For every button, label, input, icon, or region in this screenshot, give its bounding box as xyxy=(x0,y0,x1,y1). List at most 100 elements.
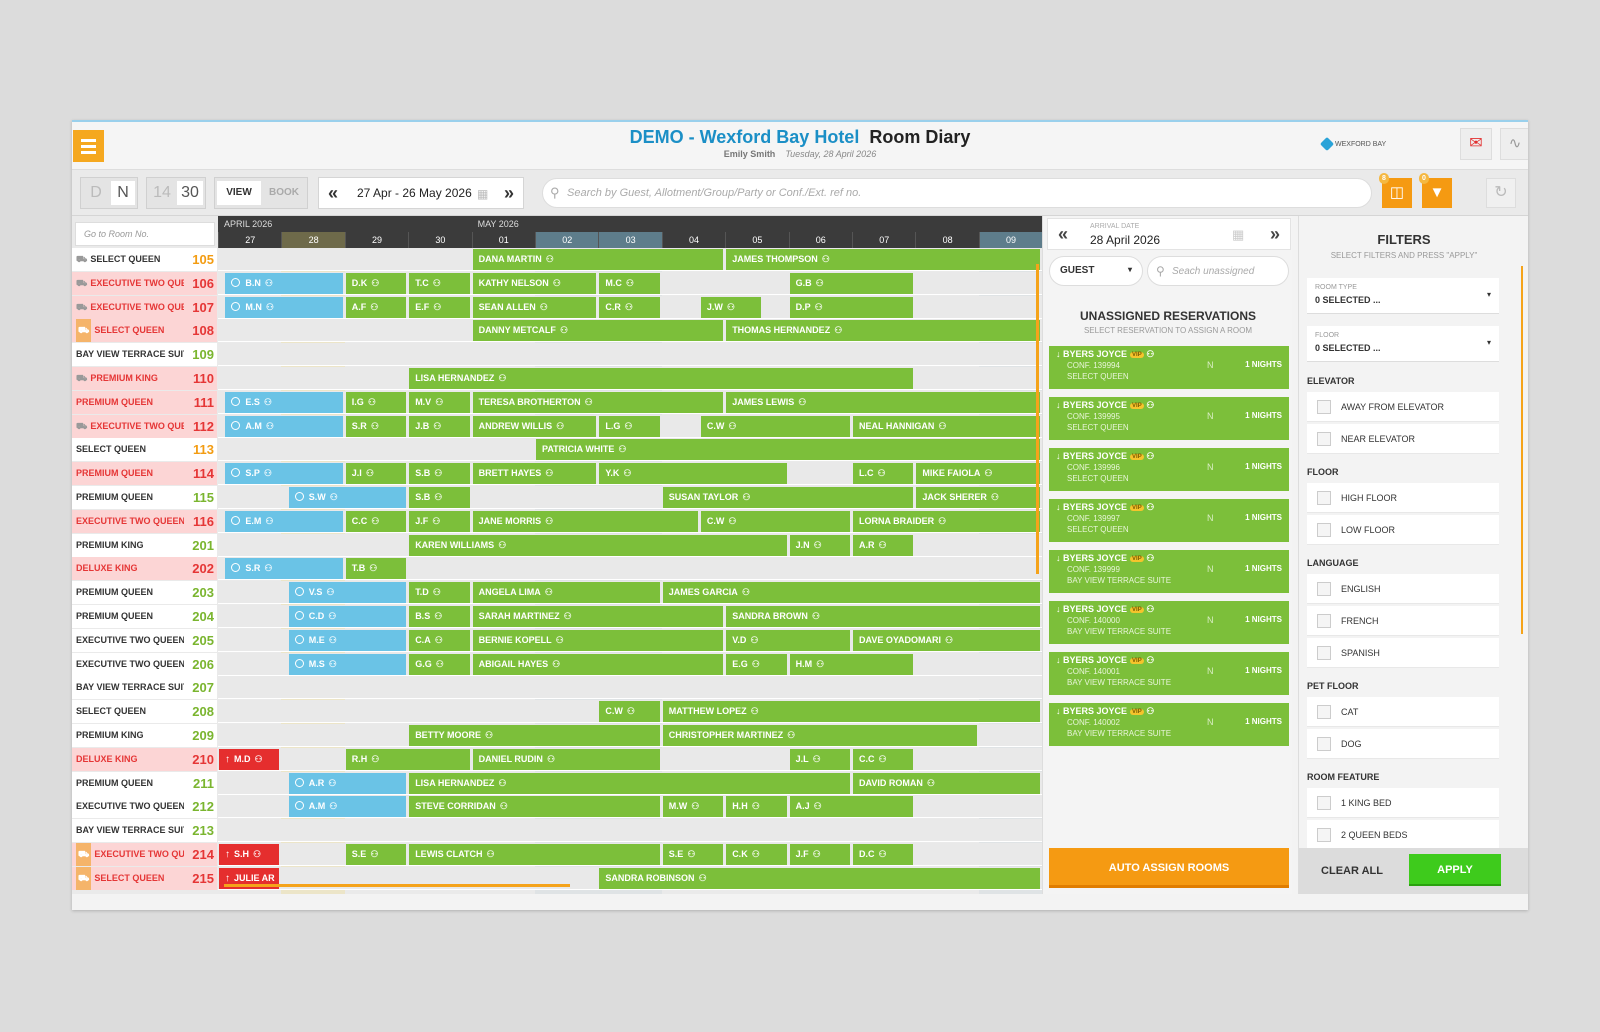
checkbox[interactable] xyxy=(1317,523,1331,537)
booking-bar[interactable]: S.E ⚇ xyxy=(662,844,724,865)
room-number[interactable]: 112 xyxy=(184,414,217,438)
booking-bar[interactable]: Y.K ⚇ xyxy=(599,463,787,485)
room-number[interactable]: 202 xyxy=(184,557,217,581)
unassigned-reservation-card[interactable]: ↓ BYERS JOYCE VIP ⚇ CONF. 139999 BAY VIEW T… xyxy=(1049,550,1289,593)
day-toggle[interactable]: D xyxy=(83,181,109,205)
checkbox[interactable] xyxy=(1317,432,1331,446)
day-header[interactable]: 08 xyxy=(915,232,978,248)
booking-bar[interactable]: BETTY MOORE ⚇ xyxy=(409,725,660,746)
room-number[interactable]: 213 xyxy=(184,819,217,843)
day-header[interactable]: 02 xyxy=(535,232,599,248)
booking-bar[interactable]: M.E ⚇ xyxy=(288,629,407,651)
filter-option[interactable]: SPANISH xyxy=(1307,638,1499,668)
booking-bar[interactable]: C.D ⚇ xyxy=(288,606,407,627)
room-number[interactable]: 204 xyxy=(184,605,217,628)
booking-bar[interactable]: B.S ⚇ xyxy=(409,606,470,627)
goto-room-input[interactable]: Go to Room No. xyxy=(75,222,215,246)
booking-bar[interactable]: E.G ⚇ xyxy=(726,653,787,675)
calendar-grid-icon[interactable]: ▦ xyxy=(1232,227,1245,242)
room-type[interactable]: SELECT QUEEN xyxy=(72,700,184,724)
booking-bar[interactable]: J.I ⚇ xyxy=(345,463,407,485)
day-header[interactable]: 28 xyxy=(281,232,345,248)
room-number[interactable]: 115 xyxy=(184,486,217,509)
room-type[interactable]: BAY VIEW TERRACE SUITE xyxy=(72,819,184,843)
room-number[interactable]: 107 xyxy=(184,295,217,319)
room-number[interactable]: 114 xyxy=(184,462,217,486)
booking-bar[interactable]: LEWIS CLATCH ⚇ xyxy=(409,844,660,865)
day-header[interactable]: 30 xyxy=(408,232,471,248)
booking-bar[interactable]: S.R ⚇ xyxy=(225,558,343,580)
booking-bar[interactable]: SUSAN TAYLOR ⚇ xyxy=(662,487,914,508)
booking-bar[interactable]: D.C ⚇ xyxy=(853,844,914,865)
chat-icon[interactable]: ✉ xyxy=(1460,128,1492,160)
booking-bar[interactable]: E.M ⚇ xyxy=(225,510,343,532)
day-header[interactable]: 03 xyxy=(598,232,662,248)
booking-bar[interactable]: S.E ⚇ xyxy=(345,844,407,865)
room-type[interactable]: PREMIUM KING xyxy=(72,533,184,557)
booking-bar[interactable]: JACK SHERER ⚇ xyxy=(916,487,1041,508)
booking-bar[interactable]: DANNY METCALF ⚇ xyxy=(472,320,724,342)
booking-bar[interactable]: STEVE CORRIDAN ⚇ xyxy=(409,796,660,818)
date-range-label[interactable]: 27 Apr - 26 May 2026 xyxy=(357,186,472,200)
view-button[interactable]: VIEW xyxy=(217,181,261,205)
booking-bar[interactable]: NEAL HANNIGAN ⚇ xyxy=(853,415,1041,437)
unassigned-reservation-card[interactable]: ↓ BYERS JOYCE VIP ⚇ CONF. 140000 BAY VIEW T… xyxy=(1049,601,1289,644)
filter-option[interactable]: ENGLISH xyxy=(1307,574,1499,604)
room-number[interactable]: 116 xyxy=(184,509,217,533)
booking-bar[interactable]: J.N ⚇ xyxy=(789,534,850,556)
floor-select[interactable]: FLOOR 0 SELECTED ... ▾ xyxy=(1307,326,1499,362)
day-header[interactable]: 27 xyxy=(218,232,281,248)
room-type-select[interactable]: ROOM TYPE 0 SELECTED ... ▾ xyxy=(1307,278,1499,314)
booking-bar[interactable]: DANA MARTIN ⚇ xyxy=(472,249,724,270)
booking-bar[interactable]: V.S ⚇ xyxy=(288,582,407,604)
booking-bar[interactable]: C.R ⚇ xyxy=(599,296,660,318)
booking-bar[interactable]: S.R ⚇ xyxy=(345,415,407,437)
booking-bar[interactable]: J.L ⚇ xyxy=(789,748,850,770)
booking-bar[interactable]: J.W ⚇ xyxy=(700,296,762,318)
room-number[interactable]: 113 xyxy=(184,438,217,462)
prev-range-button[interactable]: « xyxy=(327,183,338,203)
booking-bar[interactable]: S.P ⚇ xyxy=(225,463,343,485)
booking-bar[interactable]: J.B ⚇ xyxy=(409,415,470,437)
booking-bar[interactable]: DAVE OYADOMARI ⚇ xyxy=(853,629,1041,651)
booking-bar[interactable]: C.W ⚇ xyxy=(700,510,850,532)
room-type[interactable]: EXECUTIVE TWO QUEEN xyxy=(72,652,184,676)
booking-bar[interactable]: L.C ⚇ xyxy=(853,463,914,485)
checkbox[interactable] xyxy=(1317,400,1331,414)
checkbox[interactable] xyxy=(1317,582,1331,596)
room-type[interactable]: SELECT QUEEN xyxy=(72,438,184,462)
booking-bar[interactable]: A.J ⚇ xyxy=(789,796,914,818)
booking-bar[interactable]: SARAH MARTINEZ ⚇ xyxy=(472,606,724,627)
filter-option[interactable]: DOG xyxy=(1307,729,1499,759)
booking-bar[interactable]: D.K ⚇ xyxy=(345,272,407,294)
booking-bar[interactable]: J.F ⚇ xyxy=(789,844,850,865)
room-type[interactable]: ⛟EXECUTIVE TWO QUEEN xyxy=(72,843,184,866)
booking-bar[interactable]: JAMES GARCIA ⚇ xyxy=(662,582,1041,604)
unassigned-reservation-card[interactable]: ↓ BYERS JOYCE VIP ⚇ CONF. 140002 BAY VIEW T… xyxy=(1049,703,1289,746)
booking-bar[interactable]: A.R ⚇ xyxy=(288,772,407,794)
booking-bar[interactable]: H.M ⚇ xyxy=(789,653,914,675)
room-type[interactable]: ⛟ SELECT QUEEN xyxy=(72,248,184,271)
filter-option[interactable]: NEAR ELEVATOR xyxy=(1307,424,1499,454)
unassigned-reservation-card[interactable]: ↓ BYERS JOYCE VIP ⚇ CONF. 139995 SELECT QUE… xyxy=(1049,397,1289,440)
room-type[interactable]: EXECUTIVE TWO QUEEN xyxy=(72,509,184,533)
room-number[interactable]: 211 xyxy=(184,771,217,795)
booking-bar[interactable]: DANIEL RUDIN ⚇ xyxy=(472,748,660,770)
filter-option[interactable]: 1 KING BED xyxy=(1307,788,1499,818)
room-number[interactable]: 207 xyxy=(184,676,217,700)
booking-bar[interactable]: ↑ JULIE AR ⚇ xyxy=(219,867,280,889)
room-type[interactable]: PREMIUM QUEEN xyxy=(72,581,184,605)
room-type[interactable]: BAY VIEW TERRACE SUITE xyxy=(72,343,184,367)
unassigned-search-input[interactable]: ⚲ Seach unassigned xyxy=(1147,256,1289,286)
booking-bar[interactable]: ANDREW WILLIS ⚇ xyxy=(472,415,597,437)
room-type[interactable]: BAY VIEW TERRACE SUITE xyxy=(72,676,184,700)
period-14[interactable]: 14 xyxy=(149,181,175,205)
room-number[interactable]: 108 xyxy=(184,319,217,343)
booking-bar[interactable]: T.D ⚇ xyxy=(409,582,470,604)
day-header[interactable]: 29 xyxy=(344,232,408,248)
room-number[interactable]: 203 xyxy=(184,581,217,605)
row-background[interactable] xyxy=(218,819,1042,843)
room-type[interactable]: PREMIUM QUEEN xyxy=(72,771,184,795)
room-type[interactable]: PREMIUM QUEEN xyxy=(72,605,184,628)
room-number[interactable]: 208 xyxy=(184,700,217,724)
